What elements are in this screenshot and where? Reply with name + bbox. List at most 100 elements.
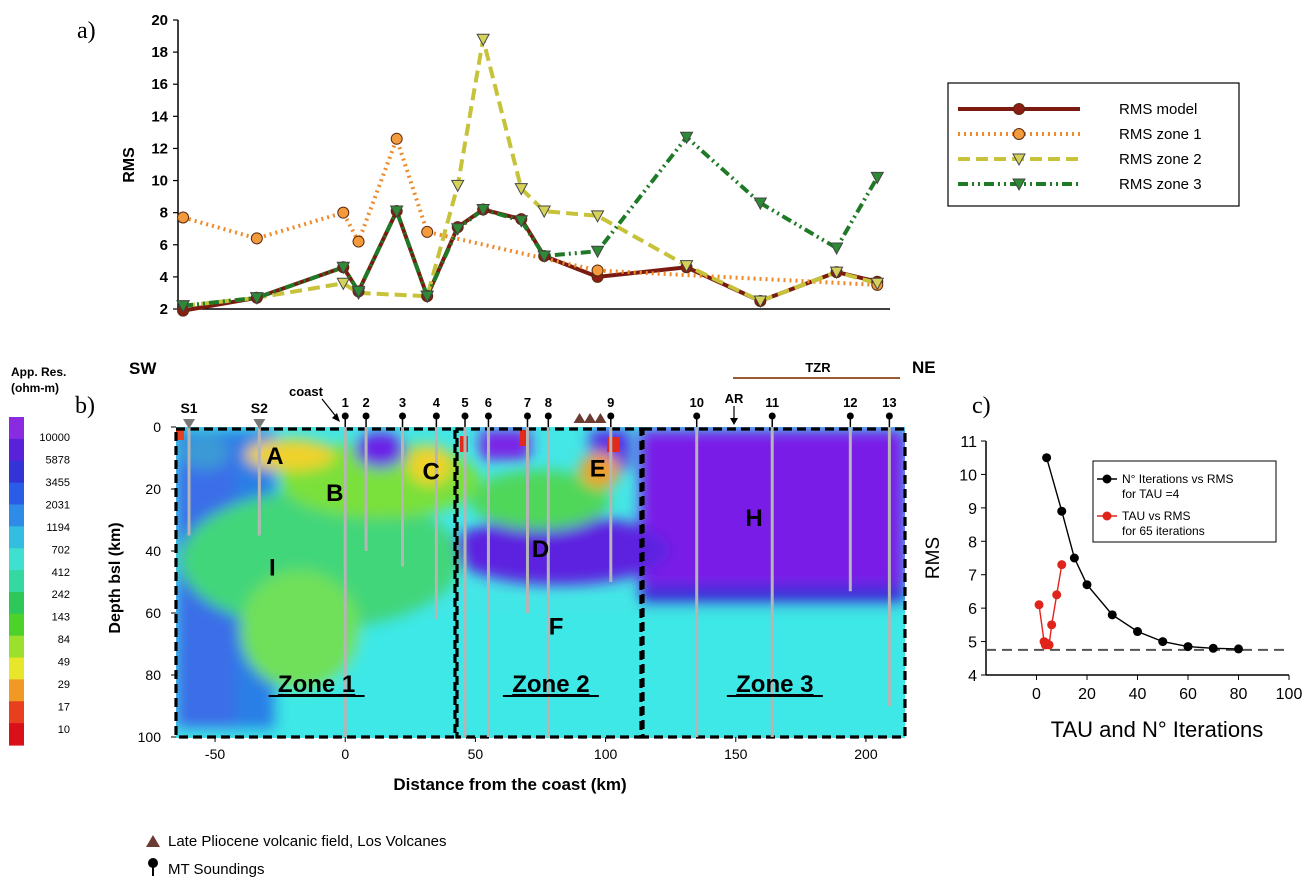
panel-a-ytick-label: 20 [151,12,168,29]
panel-c-series [1034,453,1243,654]
panel-c-point [1057,560,1067,570]
anomaly-label: C [422,458,439,485]
panel-a-point [351,285,366,299]
footer-legend: Late Pliocene volcanic field, Los Volcan… [146,833,447,878]
sounding-pin-head [399,412,407,420]
sounding-label: S2 [251,400,268,416]
panel-a-series-line [182,207,878,313]
colorbar-label: 17 [58,702,70,714]
colorbar-label: 1194 [46,522,70,534]
panel-a-point [679,260,694,273]
legend-swatch-marker [1013,128,1025,140]
panel-a-legend: RMS model RMS zone 1 RMS zone 2 RMS zone 3 [947,82,1240,207]
sounding-pin-head [484,412,492,420]
colorbar-label: 242 [52,589,70,601]
panel-b-xtick-label: -50 [205,746,225,762]
panel-c-ytick-label: 8 [968,534,977,551]
sounding-pin-head [768,412,776,420]
anomaly-label: B [326,480,343,507]
panel-a-label: a) [77,18,96,44]
coast-label: coast [289,384,324,399]
panel-c-point [1057,506,1067,516]
colorbar-swatch [9,635,24,659]
anomaly-label: F [549,613,564,640]
panel-c-label: c) [972,393,991,419]
sounding-pin-head [341,412,349,420]
panel-c-xtick-label: 80 [1230,686,1248,703]
panel-c-ytick-label: 11 [960,434,977,451]
sounding-label: 9 [607,395,614,410]
panel-c-point [1234,644,1243,654]
panel-c-point [1042,453,1052,463]
colorbar-swatch [9,723,24,746]
panel-c-point [1034,600,1044,610]
panel-c-ytick-label: 9 [968,501,977,518]
panel-c-point [1082,580,1092,590]
sounding-pin-head [432,412,440,420]
colorbar-swatch [9,679,24,702]
panel-a-point [829,242,844,256]
panel-a-ytick-label: 16 [151,76,168,93]
panel-b-ytick-label: 100 [138,729,162,745]
legend-series-name: RMS zone 1 [1119,126,1202,143]
legend-series-name: for TAU =4 [1122,487,1180,501]
panel-c-xtick-label: 60 [1179,686,1197,703]
legend-series-name: TAU vs RMS [1122,509,1190,523]
panel-c-point [1069,553,1079,563]
panel-b-ytick-label: 40 [145,543,161,559]
ar-label: AR [725,391,744,406]
panel-a-point [337,206,350,219]
panel-a-series-line [182,136,878,287]
colorbar-label: 412 [52,567,70,579]
colorbar-label: 29 [58,679,70,691]
colorbar-swatch [9,438,24,462]
colorbar-label: 143 [52,612,70,624]
ar-arrowhead [730,418,738,425]
panel-a-point [421,225,434,238]
legend-swatch-marker [1012,178,1026,192]
colorbar-swatch [9,504,24,527]
panel-a-point [177,211,190,224]
panel-b-xtick-label: 150 [724,746,748,762]
colorbar-label: 84 [58,634,70,646]
panel-a-point [537,250,552,264]
legend-series-name: for 65 iterations [1122,524,1205,538]
sounding-pin-head [544,412,552,420]
legend-series-name: RMS zone 3 [1119,176,1202,193]
panel-a-point [590,210,605,223]
panel-a-point [249,292,264,305]
sounding-label: 5 [461,395,468,410]
colorbar: 10000 5878 3455 2031 1194 702 412 242 143 84 49 29 1… [9,417,70,746]
legend-series-name: RMS zone 2 [1119,151,1202,168]
anomaly-label: A [266,443,283,470]
panel-a-point [250,232,263,245]
volcano-marker [583,413,596,423]
volcano-marker [573,413,586,423]
panel-c-point [1052,590,1062,600]
panel-a-point [336,277,351,291]
sounding-pin-head [362,412,370,420]
panel-a-point [336,261,351,275]
colorbar-swatch [9,482,24,506]
sounding-pin-head [846,412,854,420]
panel-a-point [829,266,844,280]
colorbar-swatch [9,460,24,484]
colorbar-label: 5878 [46,454,70,466]
panel-a-rms-chart: 2 4 6 8 10 12 14 16 18 20 RMS RMS model RMS zone 1… [121,12,1240,318]
panel-c-series-line [1045,457,1239,650]
panel-c-xlabel: TAU and N° Iterations [1051,717,1264,742]
sounding-pin-head [461,412,469,420]
panel-a-point [870,277,885,291]
coast-arrowhead [332,413,340,422]
panel-a-point [176,300,190,313]
panel-a-point [514,183,529,196]
panel-a-point [476,33,490,47]
panel-a-point [476,203,490,217]
panel-a-point [753,295,768,309]
panel-c-xtick-label: 20 [1078,686,1096,703]
sounding-label: 6 [485,395,492,410]
panel-b-ytick-label: 80 [145,667,161,683]
zone-label: Zone 2 [512,671,589,698]
